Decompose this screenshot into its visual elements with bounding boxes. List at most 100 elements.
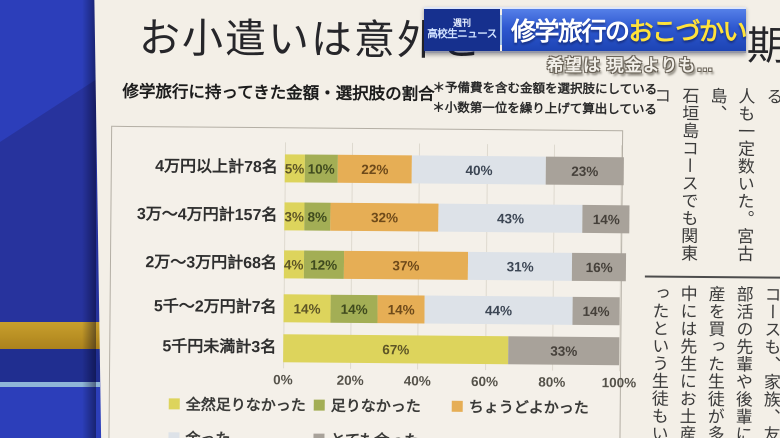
bar-value-label: 43%	[496, 210, 525, 226]
bar-value-label: 14%	[340, 301, 368, 317]
newspaper: お小遣いは意外と 期 修学旅行に持ってきた金額・選択肢の割合 ＊予備費を含む金額…	[94, 0, 780, 438]
backdrop-navy-stripe	[0, 349, 100, 382]
chart-box: 0% 20% 40% 60% 80% 100% 4万円以上計78名 5% 10% 22% 40% 23…	[108, 125, 636, 438]
bar-value-label: 12%	[310, 257, 338, 273]
article-column: 石垣島コースでも関東コ	[651, 86, 699, 262]
bar-segment: 8%	[303, 202, 331, 231]
legend-item: ちょうどよかった	[451, 396, 589, 418]
chart-footnote-1: ＊予備費を含む金額を選択肢にしている	[432, 80, 658, 97]
article-column: 人も一定数いた。宮古島、	[707, 87, 755, 263]
bar-segment: 14%	[572, 296, 620, 326]
bar-value-label: 14%	[592, 211, 620, 227]
legend-swatch	[451, 400, 463, 412]
article-column: 産を買った生徒が多く	[704, 284, 725, 438]
bar-segment: 33%	[508, 336, 620, 366]
bar-value-label: 22%	[361, 161, 389, 177]
bar-segment: 14%	[582, 204, 630, 234]
legend-item: 全然足りなかった	[168, 393, 306, 415]
category-label: 2万～3万円計68名	[145, 254, 278, 273]
category-label: 5千円未満計3名	[162, 338, 277, 357]
legend-swatch	[313, 399, 325, 411]
bar-row: 4% 12% 37% 31% 16%	[283, 250, 627, 282]
banner-title-white: 修学旅行の	[510, 18, 630, 46]
bar-segment: 16%	[572, 252, 627, 282]
program-badge: 週刊 高校生ニュース	[424, 9, 501, 51]
legend-label: 余った	[185, 427, 230, 438]
category-label: 5千～2万円計7名	[153, 298, 277, 317]
subtitle-caption: 希望は 現金よりも…	[547, 56, 715, 75]
bar-segment: 22%	[337, 154, 412, 184]
article-paragraph-bottom: コースも、家族、友達 部活の先輩や後輩にお 産を買った生徒が多く 中には先生にお土産を…	[643, 284, 780, 438]
bar-value-label: 10%	[307, 161, 335, 177]
legend-swatch	[168, 432, 180, 438]
legend-label: 全然足りなかった	[185, 396, 306, 415]
bar-segment: 4%	[283, 250, 304, 279]
bar-segment: 67%	[283, 334, 509, 365]
article-paragraph-top: コースの人の多くは食べ物や小物を買っており、ぬいぐるみを買っている人も一定数いた…	[645, 86, 780, 280]
bar-row: 5% 10% 22% 40% 23%	[284, 154, 624, 186]
bar-value-label: 44%	[485, 302, 513, 318]
bar-segment: 40%	[411, 155, 547, 185]
bar-row: 3% 8% 32% 43% 14%	[284, 202, 630, 234]
paper-edge-shadow	[82, 0, 96, 438]
article-column: 部活の先輩や後輩にお	[732, 285, 753, 438]
bar-value-label: 8%	[307, 209, 328, 225]
bar-segment: 23%	[546, 156, 624, 186]
legend-item: 足りなかった	[313, 395, 421, 417]
x-tick-label: 0%	[273, 372, 293, 388]
x-tick-label: 100%	[601, 375, 637, 391]
article-column: コースも、家族、友達	[760, 285, 780, 438]
bar-segment: 43%	[438, 203, 583, 233]
legend-swatch	[168, 398, 180, 410]
backdrop-gold-stripe	[0, 322, 100, 349]
bar-segment: 14%	[377, 295, 425, 324]
x-tick-label: 20%	[336, 372, 364, 389]
bar-segment: 10%	[304, 154, 339, 183]
program-badge-line2: 高校生ニュース	[427, 28, 497, 41]
x-tick-label: 40%	[403, 373, 431, 389]
bar-value-label: 14%	[293, 300, 321, 317]
newspaper-headline-tail: 期	[746, 23, 780, 69]
legend-label: 足りなかった	[330, 397, 421, 416]
category-label: 4万円以上計78名	[155, 158, 278, 177]
legend-item: 余った	[168, 427, 231, 438]
bar-segment: 44%	[424, 295, 573, 325]
legend-label: ちょうどよかった	[468, 398, 589, 417]
bar-value-label: 3%	[284, 208, 304, 224]
bar-value-label: 40%	[465, 162, 493, 178]
backdrop-light-stripe	[0, 382, 100, 387]
bar-value-label: 23%	[571, 163, 599, 179]
bar-value-label: 14%	[387, 301, 415, 317]
bar-segment: 14%	[283, 294, 331, 323]
bar-value-label: 32%	[370, 209, 399, 225]
chart-footnote-2: ＊小数第一位を繰り上げて算出している	[432, 100, 658, 117]
bar-value-label: 37%	[392, 257, 420, 273]
banner-title-yellow: おこづかい	[628, 18, 747, 46]
legend-label: とても余った	[330, 429, 419, 438]
bar-segment: 37%	[343, 250, 469, 280]
bar-value-label: 31%	[506, 258, 534, 274]
bar-value-label: 4%	[283, 256, 304, 272]
chart-footnotes: ＊予備費を含む金額を選択肢にしている ＊小数第一位を繰り上げて算出している	[432, 78, 657, 120]
bar-value-label: 16%	[585, 259, 613, 275]
bar-row: 14% 14% 14% 44% 14%	[283, 294, 620, 326]
bar-row: 67% 33%	[283, 334, 620, 366]
program-badge-line1: 週刊	[453, 18, 472, 29]
bar-segment: 12%	[303, 250, 344, 279]
bar-value-label: 67%	[382, 341, 410, 357]
bar-segment: 14%	[330, 294, 378, 324]
bar-value-label: 14%	[582, 303, 610, 319]
chart-title: 修学旅行に持ってきた金額・選択肢の割合	[122, 82, 435, 104]
x-tick-label: 80%	[538, 374, 566, 390]
bar-segment: 5%	[284, 154, 305, 183]
banner-separator	[500, 15, 502, 45]
bar-segment: 32%	[330, 202, 439, 232]
legend-item: とても余った	[313, 429, 419, 438]
bar-value-label: 33%	[550, 343, 578, 359]
article-column: 中には先生にお土産を	[676, 284, 697, 438]
bar-segment: 31%	[467, 251, 573, 281]
banner-title: 修学旅行の おこづかい	[501, 9, 747, 51]
news-banner: 週刊 高校生ニュース 修学旅行の おこづかい	[424, 7, 747, 53]
bar-segment: 3%	[284, 202, 305, 231]
